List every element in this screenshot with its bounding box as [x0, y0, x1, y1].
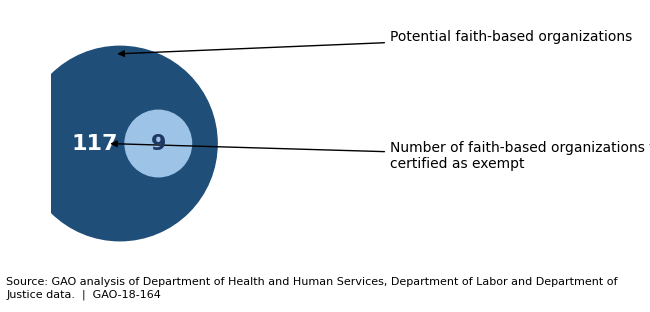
Text: Source: GAO analysis of Department of Health and Human Services, Department of L: Source: GAO analysis of Department of He… [6, 277, 618, 300]
Text: 9: 9 [151, 134, 166, 154]
Text: Number of faith-based organizations that
certified as exempt: Number of faith-based organizations that… [112, 141, 650, 171]
Text: 117: 117 [71, 134, 118, 154]
Text: Potential faith-based organizations: Potential faith-based organizations [119, 31, 632, 56]
Circle shape [23, 46, 217, 241]
Circle shape [125, 110, 192, 177]
